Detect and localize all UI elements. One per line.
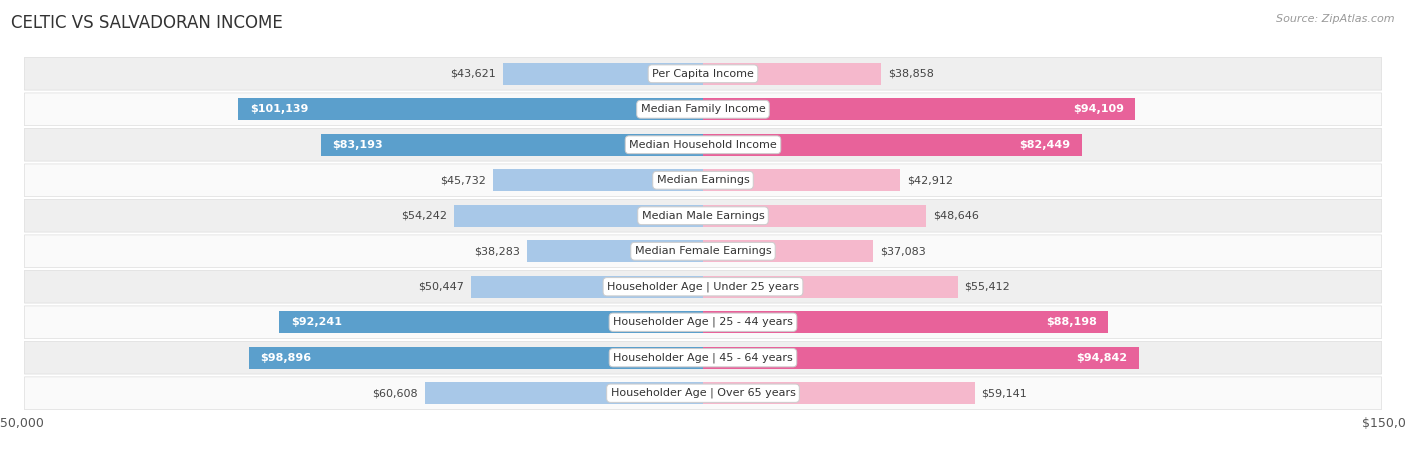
Text: Median Earnings: Median Earnings: [657, 175, 749, 185]
Text: Median Family Income: Median Family Income: [641, 104, 765, 114]
Text: $82,449: $82,449: [1019, 140, 1070, 150]
Text: $42,912: $42,912: [907, 175, 953, 185]
Bar: [703, 382, 974, 404]
Bar: [703, 134, 1081, 156]
FancyBboxPatch shape: [24, 235, 1382, 268]
Text: $43,621: $43,621: [450, 69, 496, 79]
Text: $83,193: $83,193: [332, 140, 382, 150]
Bar: [471, 276, 703, 298]
FancyBboxPatch shape: [24, 128, 1382, 161]
Bar: [321, 134, 703, 156]
Text: $55,412: $55,412: [965, 282, 1010, 292]
Text: Householder Age | 25 - 44 years: Householder Age | 25 - 44 years: [613, 317, 793, 327]
Text: $88,198: $88,198: [1046, 317, 1097, 327]
Text: $92,241: $92,241: [291, 317, 342, 327]
Text: Median Male Earnings: Median Male Earnings: [641, 211, 765, 221]
FancyBboxPatch shape: [24, 306, 1382, 339]
Text: $59,141: $59,141: [981, 388, 1028, 398]
Text: $38,858: $38,858: [889, 69, 934, 79]
Bar: [703, 240, 873, 262]
FancyBboxPatch shape: [24, 93, 1382, 126]
Text: Source: ZipAtlas.com: Source: ZipAtlas.com: [1277, 14, 1395, 24]
FancyBboxPatch shape: [24, 57, 1382, 90]
Text: Median Female Earnings: Median Female Earnings: [634, 246, 772, 256]
Text: Householder Age | Over 65 years: Householder Age | Over 65 years: [610, 388, 796, 398]
Bar: [703, 169, 900, 191]
Bar: [249, 347, 703, 369]
Bar: [280, 311, 703, 333]
Bar: [703, 276, 957, 298]
FancyBboxPatch shape: [24, 164, 1382, 197]
Text: $94,842: $94,842: [1076, 353, 1128, 363]
Text: Median Household Income: Median Household Income: [628, 140, 778, 150]
FancyBboxPatch shape: [24, 199, 1382, 232]
Text: $48,646: $48,646: [934, 211, 979, 221]
Bar: [454, 205, 703, 227]
Bar: [494, 169, 703, 191]
Text: $38,283: $38,283: [474, 246, 520, 256]
FancyBboxPatch shape: [24, 377, 1382, 410]
Text: $50,447: $50,447: [419, 282, 464, 292]
Bar: [703, 98, 1135, 120]
Bar: [703, 205, 927, 227]
Text: $98,896: $98,896: [260, 353, 311, 363]
Text: $54,242: $54,242: [401, 211, 447, 221]
Text: $101,139: $101,139: [250, 104, 308, 114]
FancyBboxPatch shape: [24, 341, 1382, 374]
Bar: [703, 63, 882, 85]
Text: CELTIC VS SALVADORAN INCOME: CELTIC VS SALVADORAN INCOME: [11, 14, 283, 32]
Bar: [703, 347, 1139, 369]
FancyBboxPatch shape: [24, 270, 1382, 303]
Text: $45,732: $45,732: [440, 175, 486, 185]
Bar: [239, 98, 703, 120]
Bar: [503, 63, 703, 85]
Text: Householder Age | 45 - 64 years: Householder Age | 45 - 64 years: [613, 353, 793, 363]
Text: $94,109: $94,109: [1073, 104, 1123, 114]
Text: $37,083: $37,083: [880, 246, 927, 256]
Bar: [703, 311, 1108, 333]
Text: Householder Age | Under 25 years: Householder Age | Under 25 years: [607, 282, 799, 292]
Text: Per Capita Income: Per Capita Income: [652, 69, 754, 79]
Text: $60,608: $60,608: [373, 388, 418, 398]
Bar: [425, 382, 703, 404]
Bar: [527, 240, 703, 262]
